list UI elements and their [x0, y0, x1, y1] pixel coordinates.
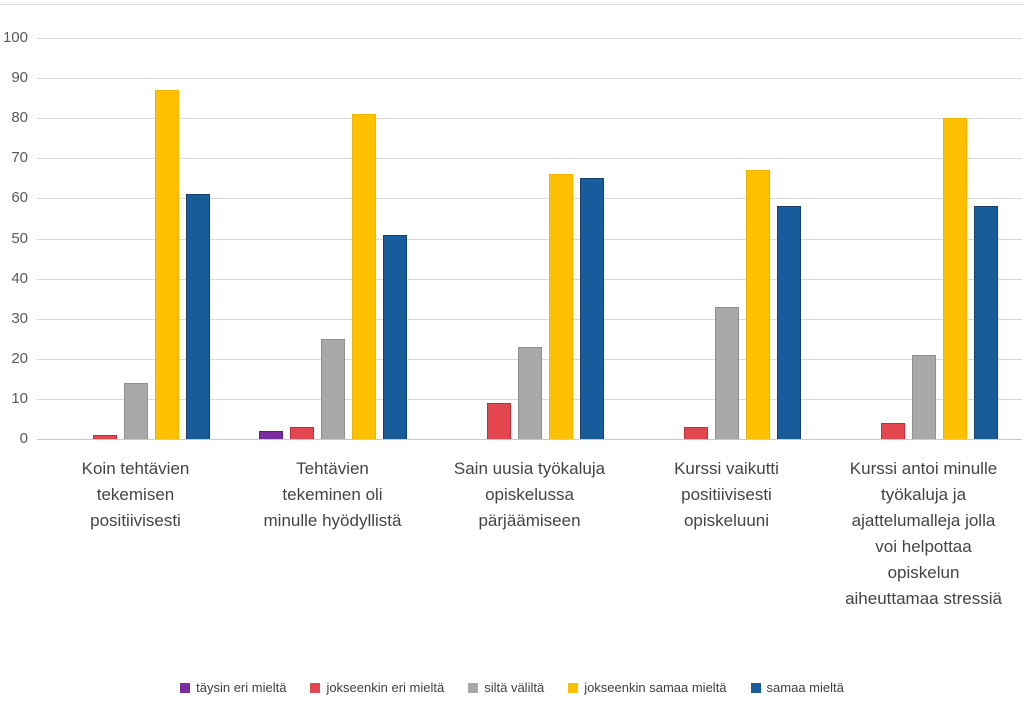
legend-item: samaa mieltä	[750, 680, 844, 695]
gridline-60	[37, 198, 1022, 200]
x-axis-line	[37, 439, 1022, 440]
y-tick-label-80: 80	[11, 109, 28, 127]
y-tick-label-0: 0	[19, 430, 28, 448]
legend-swatch-icon	[468, 682, 479, 693]
bar-group-1	[37, 38, 234, 439]
bar	[154, 90, 179, 439]
legend-label: jokseenkin eri mieltä	[326, 680, 445, 695]
bar	[486, 402, 511, 439]
legend-item: jokseenkin eri mieltä	[310, 680, 444, 695]
top-border-line	[0, 4, 1024, 5]
bar	[911, 354, 936, 439]
category-label-2: Tehtävien tekeminen oli minulle hyödyllist…	[263, 459, 402, 530]
category-label-3: Sain uusia työkaluja opiskelussa pärjäämis…	[453, 459, 606, 530]
bar	[185, 194, 210, 439]
bar	[745, 170, 770, 439]
category-label-5: Kurssi antoi minulle työkaluja ja ajattelu…	[845, 459, 1002, 608]
legend-item: siltä väliltä	[468, 680, 544, 695]
gridline-70	[37, 158, 1022, 160]
bar	[714, 306, 739, 439]
category-label-1: Koin tehtävien tekemisen positiivisesti	[81, 459, 190, 530]
bar	[776, 206, 801, 439]
bar	[517, 346, 542, 439]
y-tick-label-60: 60	[11, 189, 28, 207]
bar	[382, 234, 407, 439]
bar-group-5	[825, 38, 1022, 439]
y-tick-label-70: 70	[11, 149, 28, 167]
bar	[880, 422, 905, 439]
gridline-50	[37, 238, 1022, 240]
bar	[942, 118, 967, 439]
plot-area	[37, 38, 1022, 440]
y-tick-label-30: 30	[11, 309, 28, 327]
y-tick-label-20: 20	[11, 349, 28, 367]
bar	[123, 382, 148, 439]
gridline-90	[37, 78, 1022, 80]
bar-group-2	[234, 38, 431, 439]
gridline-40	[37, 278, 1022, 280]
y-axis: 0 10 20 30 40 50 60 70 80 90 100	[0, 29, 28, 447]
legend-swatch-icon	[180, 682, 191, 693]
y-tick-label-90: 90	[11, 69, 28, 87]
bar-group-4	[628, 38, 825, 439]
bar	[320, 338, 345, 439]
gridline-80	[37, 118, 1022, 120]
bar	[973, 206, 998, 439]
legend: täysin eri mieltä jokseenkin eri mieltä si…	[0, 680, 1024, 695]
category-label-4: Kurssi vaikutti positiivisesti opiskeluuni	[674, 459, 779, 530]
gridline-100	[37, 38, 1022, 39]
bar	[289, 426, 314, 439]
x-axis-labels: Koin tehtävien tekemisen positiivisesti Teh…	[37, 456, 1022, 612]
y-tick-label-40: 40	[11, 269, 28, 287]
bar	[683, 426, 708, 439]
legend-swatch-icon	[750, 682, 761, 693]
bar	[351, 114, 376, 439]
bar-groups	[37, 38, 1022, 439]
y-tick-label-10: 10	[11, 390, 28, 408]
legend-swatch-icon	[310, 682, 321, 693]
legend-label: samaa mieltä	[766, 680, 844, 695]
legend-label: siltä väliltä	[484, 680, 545, 695]
legend-label: täysin eri mieltä	[196, 680, 287, 695]
legend-item: täysin eri mieltä	[180, 680, 286, 695]
gridline-30	[37, 318, 1022, 320]
legend-item: jokseenkin samaa mieltä	[568, 680, 727, 695]
legend-swatch-icon	[568, 682, 579, 693]
bar	[258, 430, 283, 439]
bar	[579, 178, 604, 439]
legend-label: jokseenkin samaa mieltä	[584, 680, 727, 695]
y-tick-label-100: 100	[2, 29, 28, 47]
y-tick-label-50: 50	[11, 229, 28, 247]
bar-group-3	[431, 38, 628, 439]
bar	[548, 174, 573, 439]
bar	[92, 435, 117, 439]
